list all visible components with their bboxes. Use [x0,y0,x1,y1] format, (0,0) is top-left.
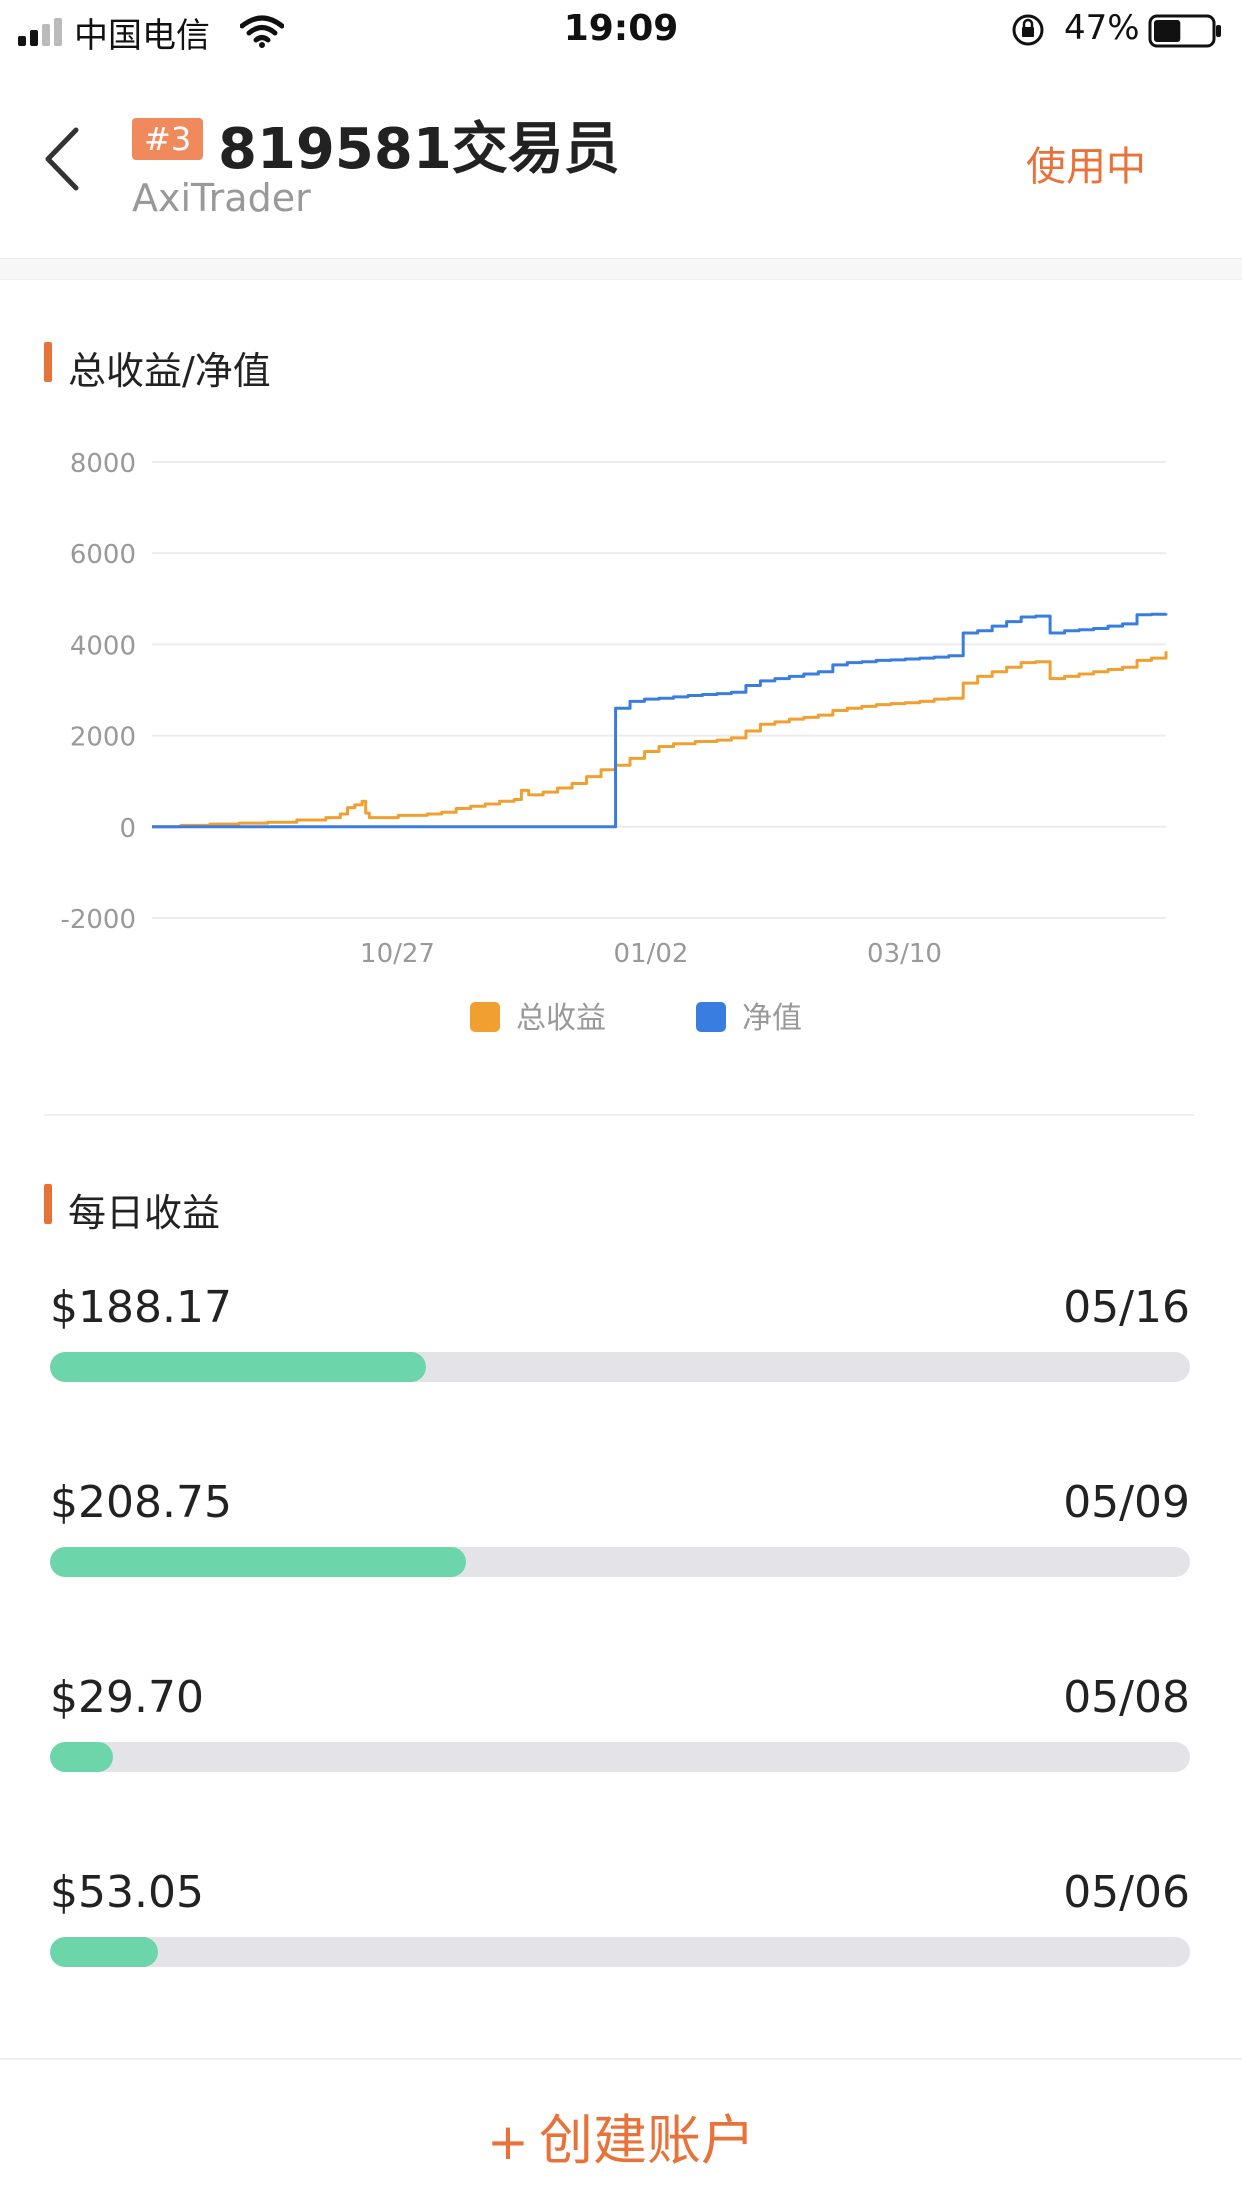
x-tick-label: 01/02 [614,939,689,969]
y-tick-label: 6000 [70,540,136,570]
battery-icon [1148,14,1221,48]
footer-divider [0,2058,1242,2060]
y-tick-label: 4000 [70,631,136,661]
legend-label: 净值 [742,1001,802,1036]
rank-badge: #3 [132,118,204,160]
legend-label: 总收益 [516,1001,606,1036]
daily-amount: $53.05 [50,1867,204,1918]
section-accent-bar [44,1184,52,1224]
progress-fill [50,1352,427,1382]
wifi-icon [240,15,284,48]
legend-swatch [696,1002,726,1032]
daily-profit-row: $188.17 05/16 [50,1282,1190,1392]
series-line-profit [152,651,1168,829]
y-tick-label: 2000 [70,723,136,753]
y-tick-label: 8000 [70,449,136,479]
daily-amount: $208.75 [50,1477,232,1528]
progress-fill [50,1742,113,1772]
daily-profit-row: $53.05 05/06 [50,1867,1190,1977]
status-bar: 中国电信 19:09 47% [0,0,1242,64]
equity-section-title: 总收益/净值 [68,349,271,393]
daily-date: 05/06 [1063,1867,1190,1918]
progress-fill [50,1937,159,1967]
battery-level-fill [1154,20,1181,42]
clock: 19:09 [563,8,679,49]
daily-date: 05/09 [1063,1477,1190,1528]
carrier-name: 中国电信 [74,16,210,56]
create-account-button[interactable]: + 创建账户 [0,2096,1242,2175]
in-use-status[interactable]: 使用中 [1026,144,1146,190]
plus-icon: + [487,2113,529,2171]
x-tick-label: 03/10 [867,939,942,969]
progress-track [50,1547,1190,1577]
section-accent-bar [44,342,52,382]
page-title: 819581交易员 [218,117,620,182]
daily-section-title: 每日收益 [68,1191,221,1235]
battery-percent: 47% [1064,8,1140,48]
y-tick-label: 0 [119,814,136,844]
rotation-lock-icon [1012,14,1044,46]
daily-profit-row: $208.75 05/09 [50,1477,1190,1587]
daily-date: 05/16 [1063,1282,1190,1333]
daily-amount: $188.17 [50,1282,232,1333]
progress-fill [50,1547,467,1577]
series-line-equity [152,612,1168,829]
equity-chart: 8000 6000 4000 2000 0 -2000 10/27 01/02 03/10 总收益… [60,449,1168,1036]
header-divider [0,258,1242,280]
section-divider [44,1114,1194,1116]
progress-track [50,1937,1190,1967]
y-tick-label: -2000 [60,905,136,935]
legend-swatch [470,1002,500,1032]
daily-amount: $29.70 [50,1672,204,1723]
daily-profit-row: $29.70 05/08 [50,1672,1190,1782]
daily-date: 05/08 [1063,1672,1190,1723]
broker-name: AxiTrader [132,176,311,220]
progress-track [50,1352,1190,1382]
x-tick-label: 10/27 [360,939,435,969]
chevron-left-icon[interactable] [38,124,88,194]
progress-track [50,1742,1190,1772]
create-account-label: 创建账户 [538,2109,755,2172]
page-header: #3 819581交易员 AxiTrader 使用中 [0,70,1242,260]
signal-icon [18,18,62,46]
